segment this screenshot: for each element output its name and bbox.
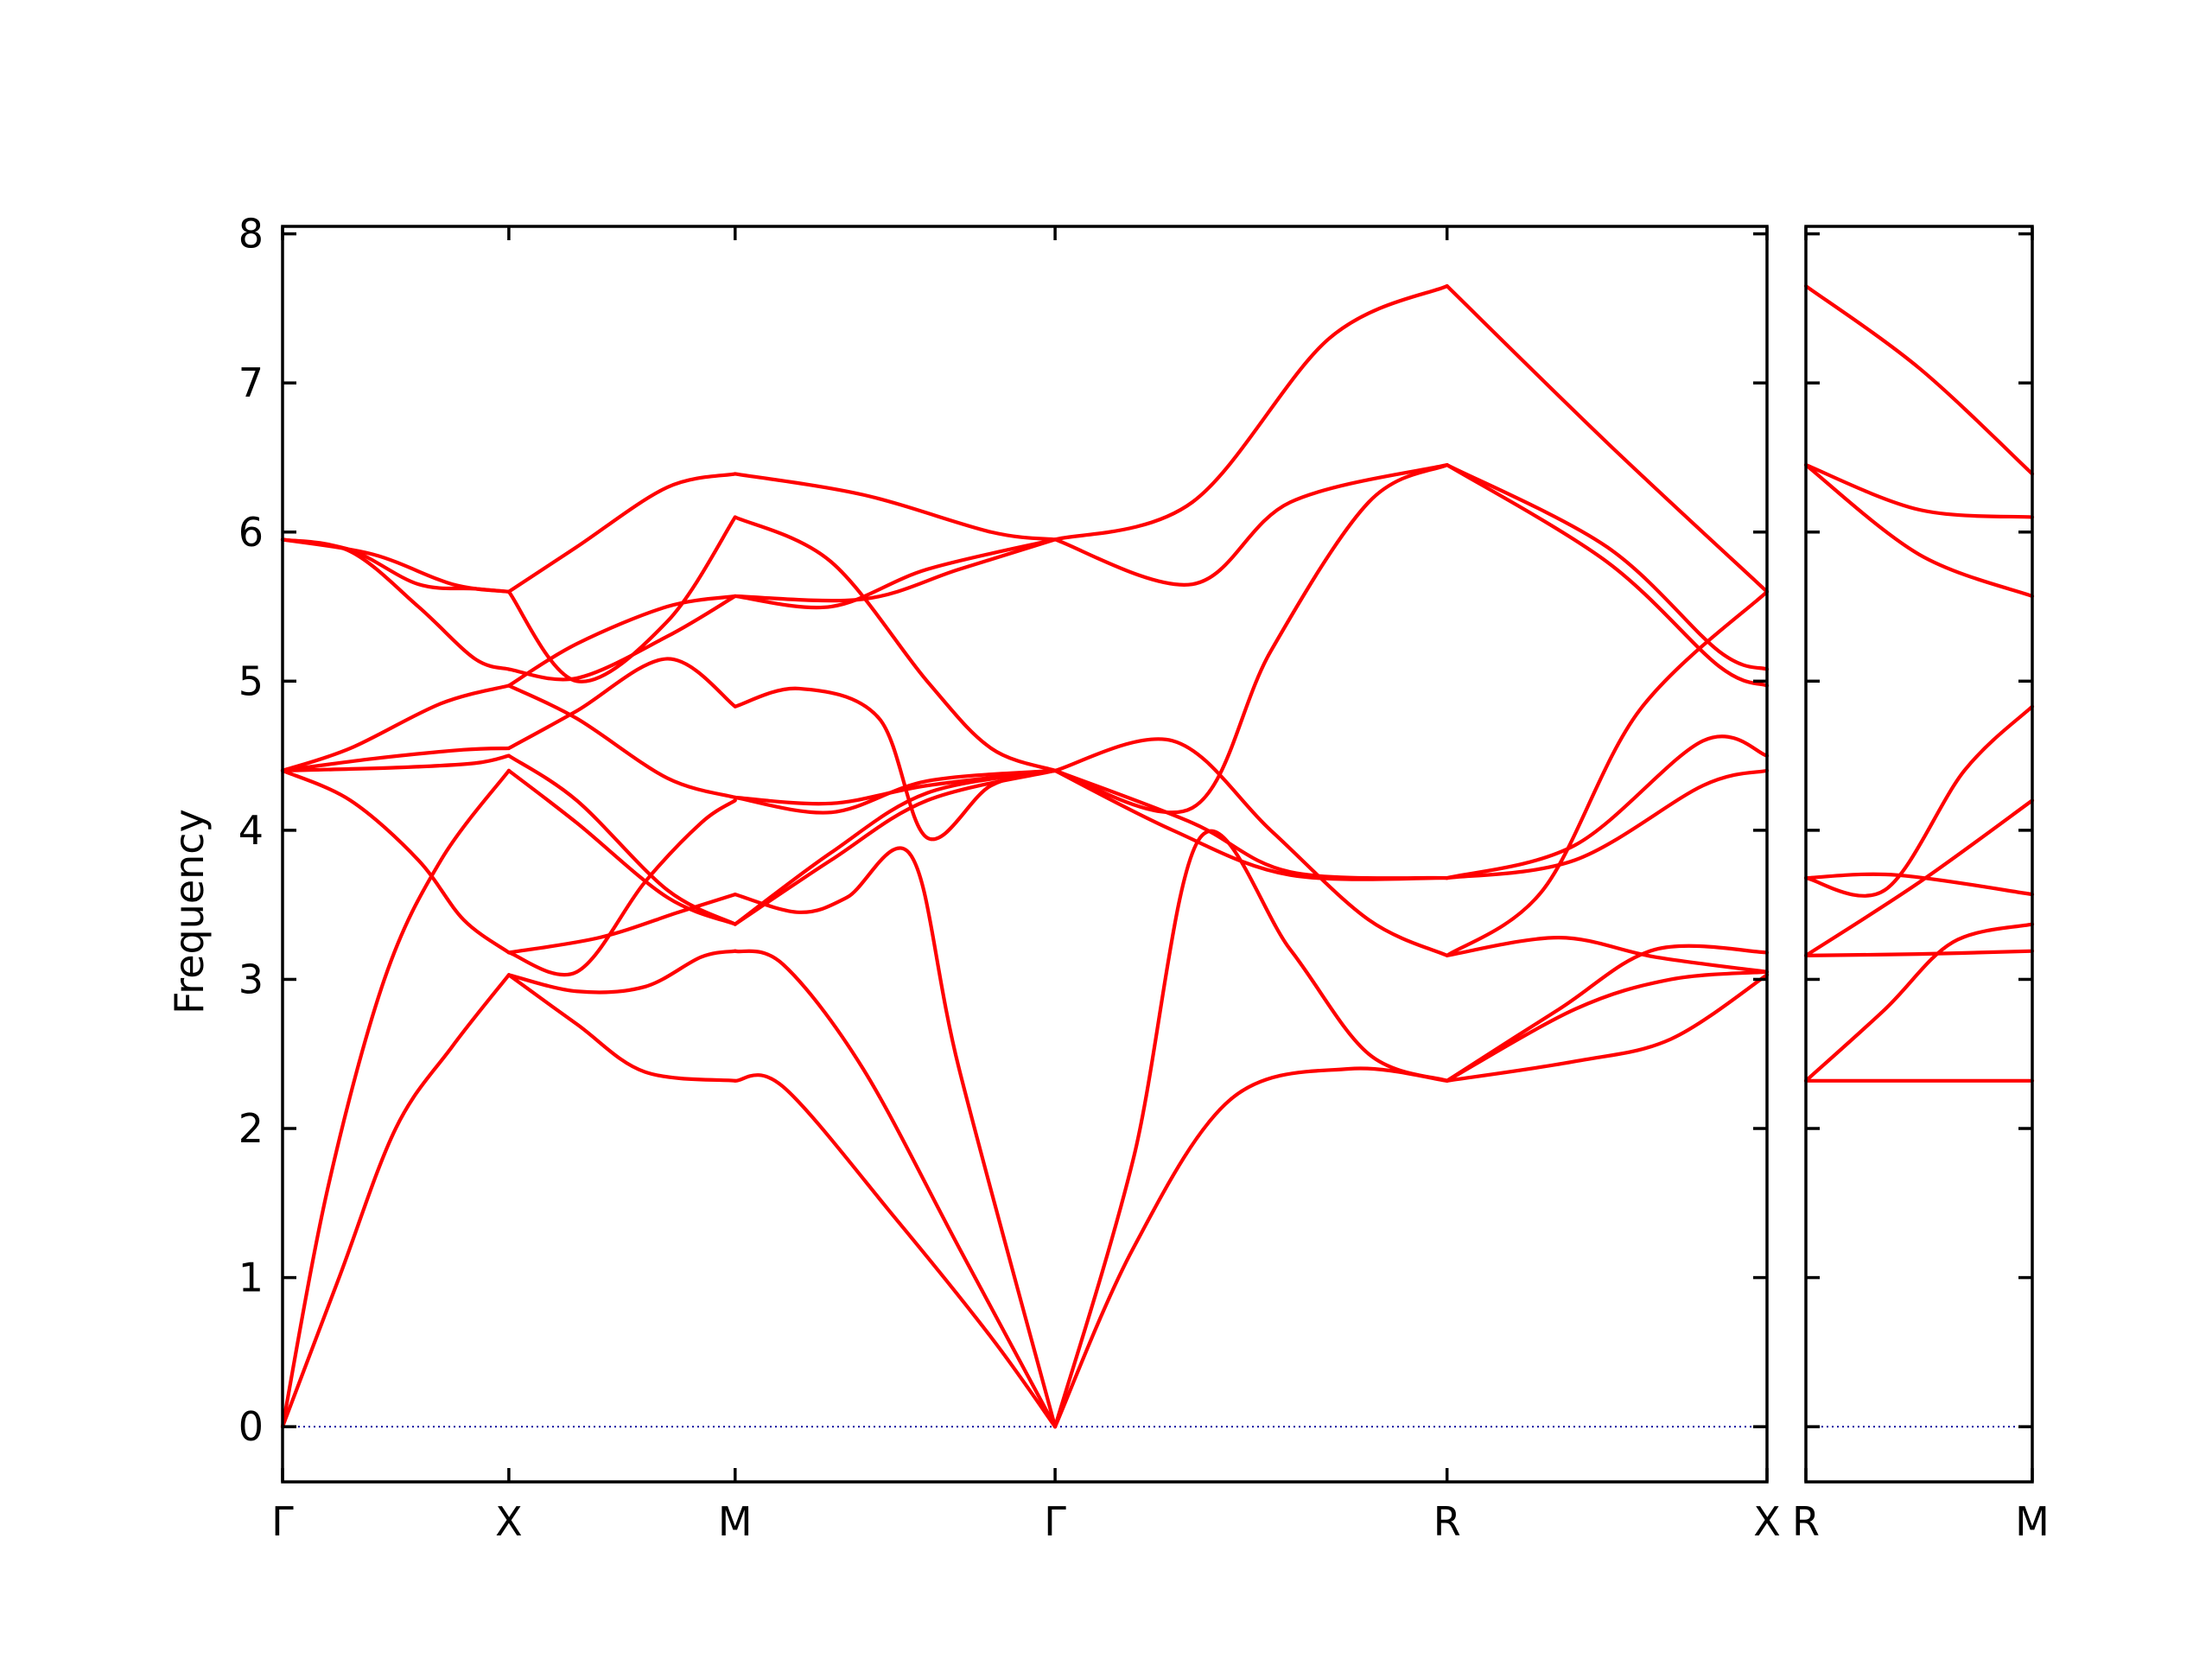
x-tick-label: X — [495, 1498, 523, 1545]
band-line-Γ-X-5 — [280, 746, 511, 772]
band-line-X-M-3 — [506, 892, 737, 955]
band-line-M-Γ-2 — [733, 949, 1058, 1429]
y-tick-label: 8 — [238, 211, 264, 257]
x-tick-label: X — [1753, 1498, 1781, 1545]
band-line-R-M-3 — [1803, 949, 2035, 957]
x-tick-label: R — [1792, 1498, 1820, 1545]
band-line-Γ-R-5 — [1052, 737, 1449, 957]
band-line-X-M-11 — [506, 515, 737, 683]
band-line-X-M-6 — [506, 753, 737, 926]
band-line-Γ-R-3 — [1052, 768, 1449, 881]
band-line-M-Γ-3 — [733, 846, 1058, 1429]
band-line-R-X-6 — [1445, 734, 1770, 880]
band-line-X-M-5 — [506, 768, 737, 926]
band-line-X-M-2 — [506, 949, 737, 995]
y-tick-label: 4 — [238, 807, 264, 854]
y-tick-label: 3 — [238, 956, 264, 1002]
y-tick-label: 1 — [238, 1255, 264, 1301]
band-line-Γ-R-1 — [1052, 1066, 1449, 1429]
band-line-X-M-10 — [506, 594, 737, 688]
band-line-Γ-R-4 — [1052, 768, 1449, 880]
plot-frame — [281, 225, 1769, 1484]
band-line-R-M-8 — [1803, 463, 2035, 519]
y-tick-label: 6 — [238, 509, 264, 556]
band-line-Γ-X-1 — [280, 973, 511, 1429]
band-line-Γ-R-7 — [1052, 463, 1449, 587]
band-line-X-M-7 — [506, 657, 737, 751]
band-line-X-M-12 — [506, 472, 737, 594]
band-line-Γ-R-2 — [1052, 829, 1449, 1429]
band-line-M-Γ-7 — [733, 686, 1058, 842]
band-line-X-M-4 — [506, 798, 737, 977]
band-line-M-Γ-8 — [733, 768, 1058, 815]
band-line-R-X-4 — [1445, 936, 1770, 974]
x-tick-label: Γ — [1044, 1498, 1066, 1545]
band-line-M-Γ-6 — [733, 768, 1058, 806]
band-line-R-X-7 — [1445, 589, 1770, 957]
band-line-R-M-2 — [1803, 922, 2035, 1083]
band-line-M-Γ-12 — [733, 472, 1058, 542]
band-line-R-X-1 — [1445, 973, 1770, 1083]
y-tick-label: 0 — [238, 1403, 264, 1450]
band-line-M-Γ-9 — [733, 515, 1058, 772]
band-line-Γ-R-8 — [1052, 283, 1449, 542]
band-line-Γ-X-4 — [280, 753, 511, 772]
band-line-R-X-3 — [1445, 944, 1770, 1083]
y-axis-label: Frequency — [166, 809, 213, 1014]
band-line-R-M-6 — [1803, 704, 2035, 898]
band-line-Γ-X-2 — [280, 768, 511, 1429]
x-tick-label: M — [718, 1498, 753, 1545]
x-tick-label: Γ — [271, 1498, 294, 1545]
band-line-X-M-8 — [506, 683, 737, 800]
y-tick-label: 2 — [238, 1105, 264, 1152]
band-line-M-Γ-11 — [733, 537, 1058, 610]
band-line-R-M-4 — [1803, 798, 2035, 957]
band-line-Γ-X-3 — [280, 768, 511, 955]
band-line-R-X-2 — [1445, 969, 1770, 1083]
band-line-Γ-X-8 — [280, 537, 511, 671]
band-line-Γ-X-6 — [280, 683, 511, 772]
band-line-X-M-9 — [506, 594, 737, 682]
y-tick-label: 7 — [238, 359, 264, 406]
x-tick-label: M — [2015, 1498, 2050, 1545]
band-line-R-M-5 — [1803, 872, 2035, 897]
band-line-R-M-9 — [1803, 283, 2035, 476]
y-tick-label: 5 — [238, 658, 264, 704]
band-line-Γ-R-6 — [1052, 463, 1449, 815]
band-line-X-M-1 — [506, 973, 737, 1083]
plot-frame — [1804, 225, 2034, 1484]
band-line-R-X-5 — [1445, 768, 1770, 880]
band-line-M-Γ-1 — [733, 1073, 1058, 1429]
band-line-R-X-8 — [1445, 463, 1770, 688]
band-line-Γ-X-9 — [280, 537, 511, 594]
band-line-R-X-10 — [1445, 283, 1770, 594]
band-line-R-M-7 — [1803, 463, 2035, 599]
x-tick-label: R — [1433, 1498, 1461, 1545]
band-line-R-X-9 — [1445, 463, 1770, 671]
band-line-M-Γ-10 — [733, 537, 1058, 603]
panel-1: 0 1 2 3 4 5 6 7 8 Γ X M Γ R X — [238, 211, 1781, 1545]
